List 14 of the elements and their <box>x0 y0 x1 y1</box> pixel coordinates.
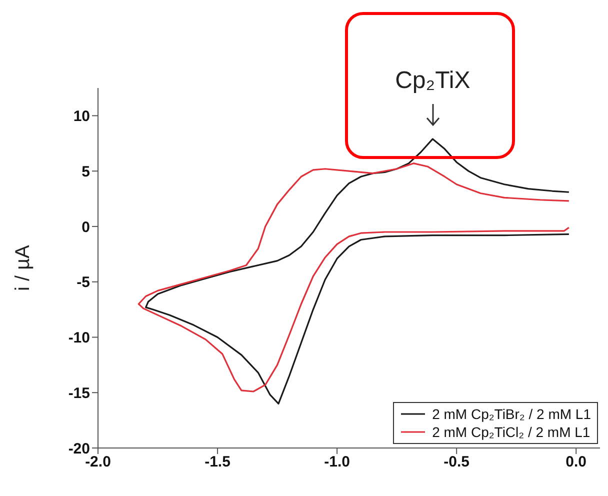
y-tick-label: 0 <box>82 218 90 236</box>
y-tick-label: -10 <box>68 330 90 347</box>
x-tick-label: -0.5 <box>444 454 470 471</box>
y-tick-label: -15 <box>68 384 90 402</box>
legend-label: 2 mM Cp₂TiBr₂ / 2 mM L1 <box>432 405 591 423</box>
x-tick-label: -1.5 <box>204 454 230 471</box>
y-tick-label: 5 <box>82 163 90 180</box>
y-tick-label: 10 <box>73 108 90 126</box>
x-tick-label: 0.0 <box>566 454 587 471</box>
y-tick-label: -5 <box>76 274 90 292</box>
annotation: Cp₂TiX <box>394 66 472 95</box>
y-axis-title: i / µA <box>12 244 34 291</box>
x-tick-label: -1.0 <box>324 454 350 471</box>
legend-label: 2 mM Cp₂TiCl₂ / 2 mM L1 <box>432 423 590 441</box>
